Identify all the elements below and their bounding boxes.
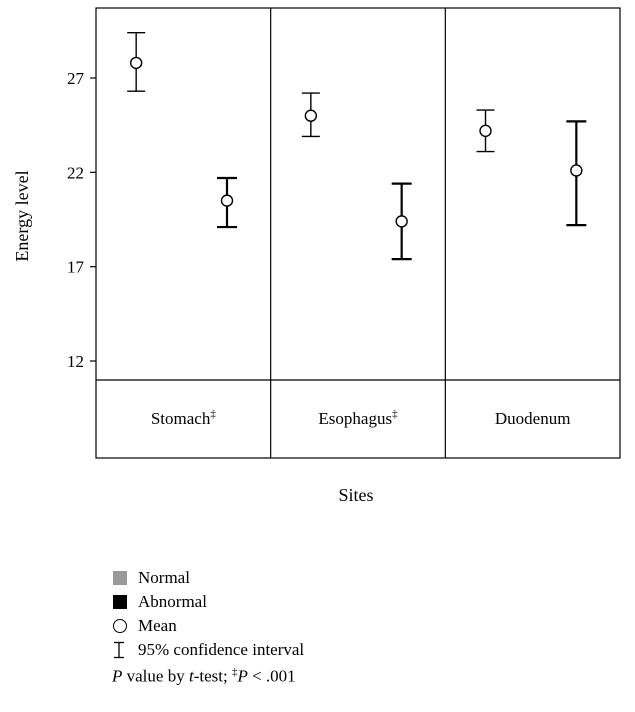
mean-point bbox=[304, 109, 318, 122]
circle-icon bbox=[113, 619, 127, 633]
mean-point bbox=[570, 164, 583, 177]
x-tick-label: Duodenum bbox=[495, 409, 571, 428]
mean-point bbox=[220, 194, 234, 207]
mean-point bbox=[395, 215, 408, 228]
x-tick-label: Stomach‡ bbox=[151, 408, 217, 428]
y-tick-label: 22 bbox=[67, 163, 84, 182]
legend-item-normal: Normal bbox=[112, 566, 304, 590]
legend-label: 95% confidence interval bbox=[138, 640, 305, 659]
legend-item-mean: Mean bbox=[112, 614, 304, 638]
legend: Normal Abnormal Mean 95% confidence inte… bbox=[112, 566, 304, 687]
y-tick-label: 27 bbox=[67, 69, 85, 88]
mean-point bbox=[129, 56, 143, 70]
x-axis-label: Sites bbox=[338, 485, 373, 505]
legend-label: Normal bbox=[138, 568, 190, 587]
error-bar-icon bbox=[114, 641, 124, 659]
y-tick-label: 12 bbox=[67, 352, 84, 371]
black-square-icon bbox=[113, 595, 127, 609]
gray-square-icon bbox=[113, 571, 127, 585]
legend-item-abnormal: Abnormal bbox=[112, 590, 304, 614]
plot-frame bbox=[95, 7, 621, 459]
legend-item-ci: 95% confidence interval bbox=[112, 638, 304, 662]
footnote: P value by t-test; ‡P < .001 bbox=[112, 666, 296, 686]
y-axis-label: Energy level bbox=[12, 170, 32, 261]
x-tick-label: Esophagus‡ bbox=[318, 408, 398, 428]
mean-point bbox=[479, 124, 492, 138]
legend-label: Mean bbox=[138, 616, 177, 635]
y-tick-label: 17 bbox=[67, 258, 85, 277]
legend-label: Abnormal bbox=[138, 592, 207, 611]
